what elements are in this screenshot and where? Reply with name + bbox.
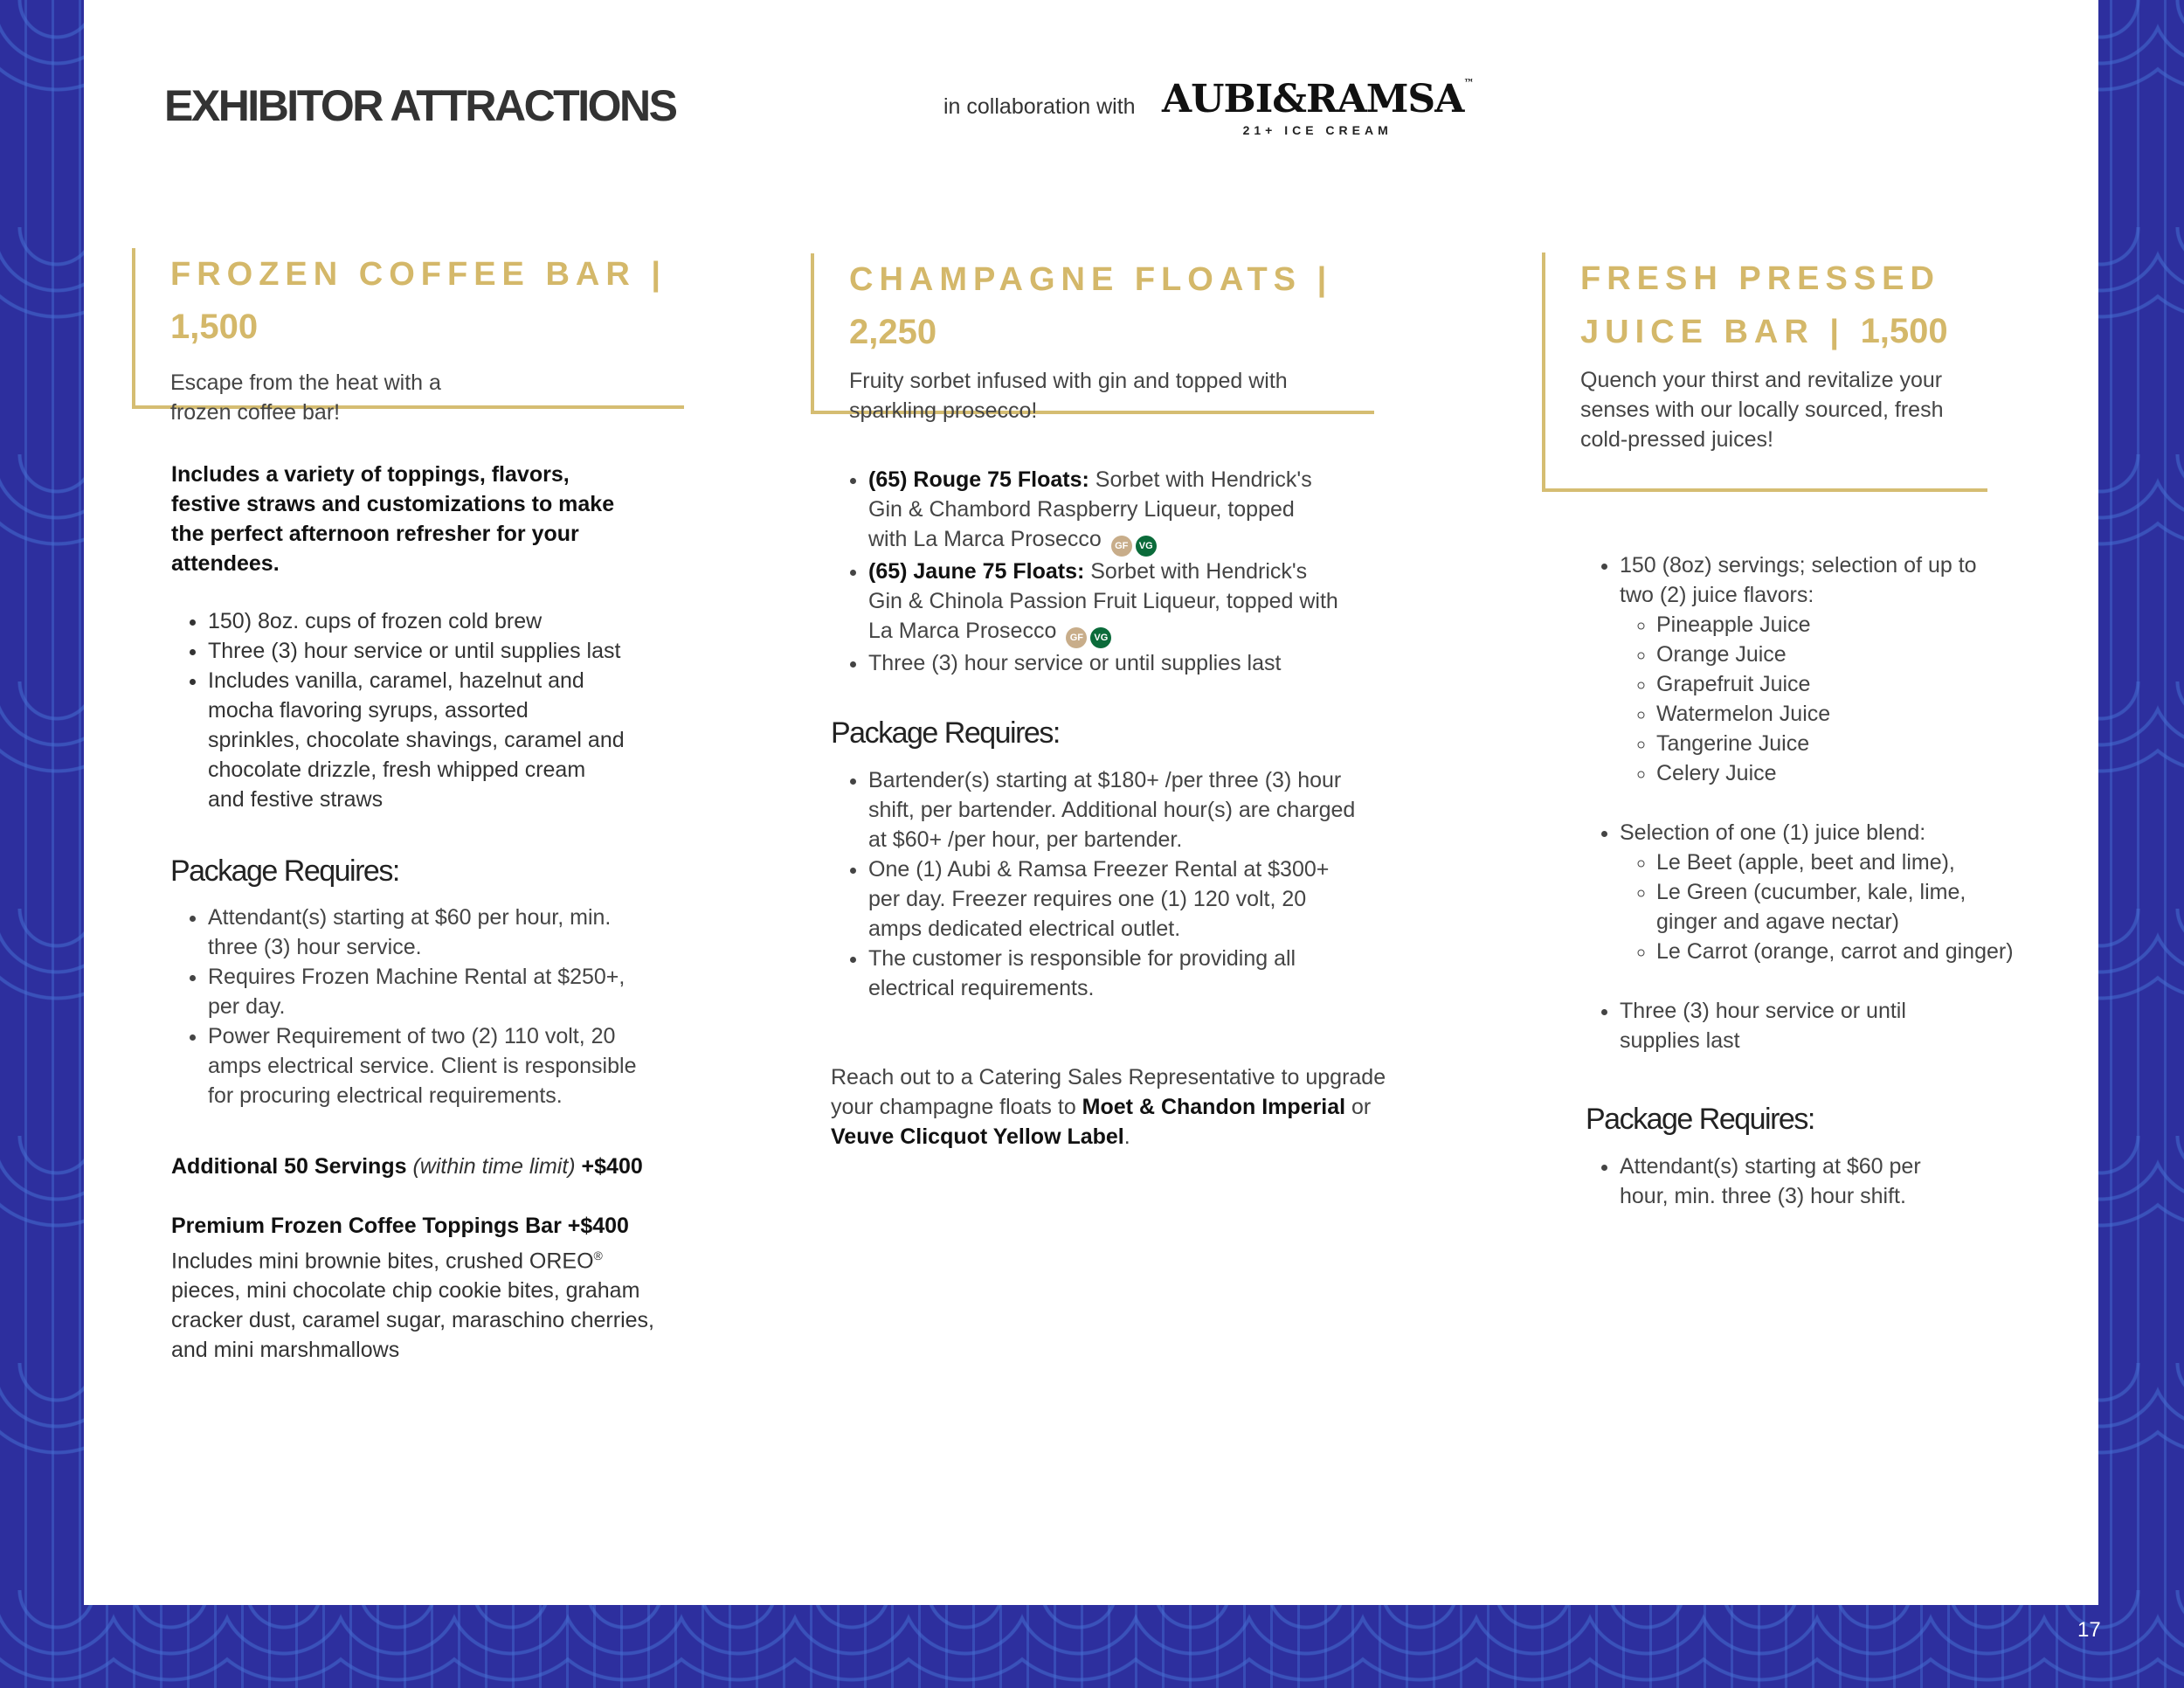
juice-bar-header: FRESH PRESSED JUICE BAR | 1,500 Quench y… bbox=[1542, 253, 1987, 492]
champagne-items: (65) Rouge 75 Floats: Sorbet with Hendri… bbox=[832, 465, 1338, 678]
frozen-coffee-desc: Escape from the heat with a frozen coffe… bbox=[170, 370, 441, 425]
gluten-free-icon: GF bbox=[1110, 536, 1132, 557]
premium-toppings: Premium Frozen Coffee Toppings Bar +$400… bbox=[171, 1214, 654, 1363]
list-item: Three (3) hour service or until supplies… bbox=[868, 648, 1338, 678]
additional-servings: Additional 50 Servings (within time limi… bbox=[171, 1154, 643, 1179]
frozen-coffee-header: FROZEN COFFEE BAR | 1,500 Escape from th… bbox=[132, 248, 684, 425]
aubi-ramsa-logo: AUBI&RAMSA™ 21+ ICE CREAM bbox=[1162, 77, 1474, 137]
blend-item: Le Green (cucumber, kale, lime, ginger a… bbox=[1656, 877, 2028, 937]
blend-item: Le Beet (apple, beet and lime), bbox=[1656, 847, 2028, 877]
page-title: EXHIBITOR ATTRACTIONS bbox=[164, 81, 678, 130]
list-item: Three (3) hour service or until supplies… bbox=[208, 636, 660, 666]
package-requires-heading: Package Requires: bbox=[831, 716, 1061, 750]
frozen-coffee-requires: Attendant(s) starting at $60 per hour, m… bbox=[171, 903, 660, 1110]
juice-items: 150 (8oz) servings; selection of up to t… bbox=[1583, 550, 2055, 1055]
list-item: Bartender(s) starting at $180+ /per thre… bbox=[868, 765, 1356, 854]
flavor-item: Watermelon Juice bbox=[1656, 699, 2002, 729]
list-item: Requires Frozen Machine Rental at $250+,… bbox=[208, 962, 660, 1021]
list-item: The customer is responsible for providin… bbox=[868, 944, 1356, 1003]
juice-requires: Attendant(s) starting at $60 per hour, m… bbox=[1583, 1152, 1950, 1211]
list-item: Includes vanilla, caramel, hazelnut and … bbox=[208, 666, 660, 814]
list-item: Attendant(s) starting at $60 per hour, m… bbox=[208, 903, 660, 962]
package-requires-heading: Package Requires: bbox=[170, 854, 400, 888]
flavor-item: Orange Juice bbox=[1656, 640, 2002, 669]
list-item: 150 (8oz) servings; selection of up to t… bbox=[1620, 550, 2055, 788]
list-item: Power Requirement of two (2) 110 volt, 2… bbox=[208, 1021, 660, 1110]
juice-desc: Quench your thirst and revitalize your s… bbox=[1580, 368, 1944, 452]
champagne-floats-header: CHAMPAGNE FLOATS | 2,250 Fruity sorbet i… bbox=[811, 253, 1374, 423]
frozen-coffee-intro: Includes a variety of toppings, flavors,… bbox=[171, 462, 615, 576]
vegan-icon: VG bbox=[1135, 536, 1157, 557]
frozen-coffee-includes: 150) 8oz. cups of frozen cold brew Three… bbox=[171, 606, 660, 814]
list-item: (65) Jaune 75 Floats: Sorbet with Hendri… bbox=[868, 557, 1338, 648]
upgrade-note: Reach out to a Catering Sales Representa… bbox=[831, 1065, 1386, 1149]
flavor-item: Celery Juice bbox=[1656, 758, 2002, 788]
vegan-icon: VG bbox=[1090, 627, 1112, 648]
flavor-item: Pineapple Juice bbox=[1656, 610, 2002, 640]
list-item: Selection of one (1) juice blend: Le Bee… bbox=[1620, 818, 2055, 966]
flavor-item: Grapefruit Juice bbox=[1656, 669, 2002, 699]
gluten-free-icon: GF bbox=[1066, 627, 1088, 648]
blend-item: Le Carrot (orange, carrot and ginger) bbox=[1656, 937, 2028, 966]
list-item: (65) Rouge 75 Floats: Sorbet with Hendri… bbox=[868, 465, 1338, 557]
champagne-desc: Fruity sorbet infused with gin and toppe… bbox=[849, 369, 1288, 423]
flavor-item: Tangerine Juice bbox=[1656, 729, 2002, 758]
page-number: 17 bbox=[2077, 1618, 2101, 1642]
list-item: Attendant(s) starting at $60 per hour, m… bbox=[1620, 1152, 1950, 1211]
package-requires-heading: Package Requires: bbox=[1586, 1103, 1815, 1136]
list-item: 150) 8oz. cups of frozen cold brew bbox=[208, 606, 660, 636]
page bbox=[84, 0, 2098, 1605]
collab-text: in collaboration with bbox=[943, 94, 1136, 119]
list-item: Three (3) hour service or until supplies… bbox=[1620, 996, 2055, 1055]
champagne-requires: Bartender(s) starting at $180+ /per thre… bbox=[832, 765, 1356, 1003]
list-item: One (1) Aubi & Ramsa Freezer Rental at $… bbox=[868, 854, 1356, 944]
